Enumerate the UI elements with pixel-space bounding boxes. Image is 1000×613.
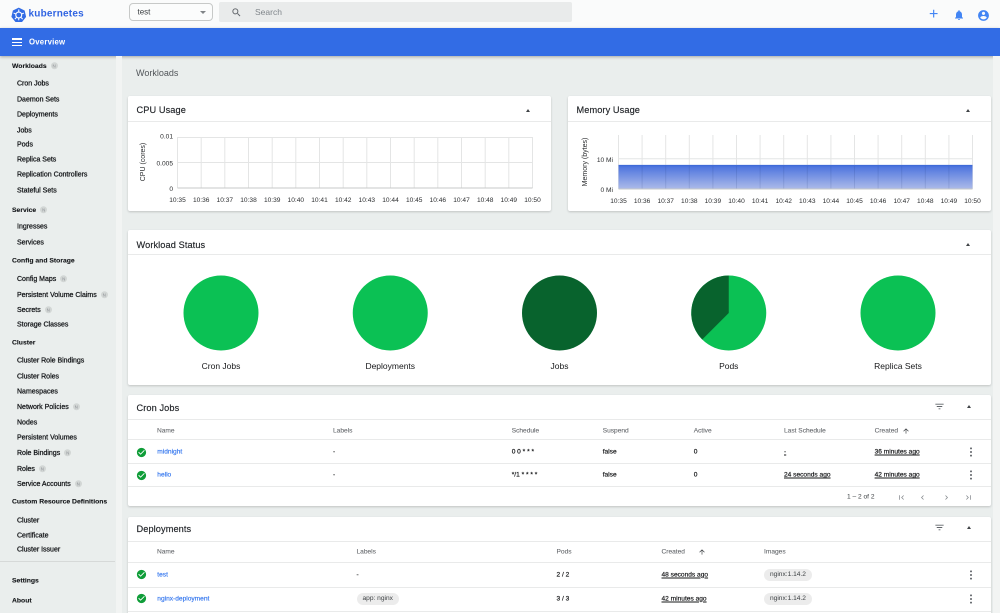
svg-text:0: 0 [169, 186, 173, 193]
svg-text:10:48: 10:48 [477, 197, 494, 204]
svg-text:10:40: 10:40 [288, 197, 305, 204]
svg-text:10:50: 10:50 [964, 198, 981, 205]
svg-text:Pods: Pods [719, 361, 738, 371]
svg-text:10:48: 10:48 [917, 198, 934, 205]
svg-text:10 Mi: 10 Mi [597, 157, 614, 164]
svg-text:10:35: 10:35 [169, 197, 186, 204]
svg-text:10:43: 10:43 [359, 197, 376, 204]
svg-text:10:44: 10:44 [823, 198, 840, 205]
svg-text:CPU (cores): CPU (cores) [140, 143, 147, 182]
svg-text:10:49: 10:49 [941, 198, 958, 205]
svg-text:Deployments: Deployments [365, 361, 415, 371]
svg-text:10:42: 10:42 [775, 198, 792, 205]
svg-text:0 Mi: 0 Mi [601, 187, 614, 194]
svg-text:10:46: 10:46 [870, 198, 887, 205]
svg-text:10:35: 10:35 [610, 198, 627, 205]
svg-text:Memory (bytes): Memory (bytes) [582, 138, 589, 187]
svg-text:0.005: 0.005 [156, 161, 173, 168]
svg-text:10:41: 10:41 [752, 198, 769, 205]
svg-text:Cron Jobs: Cron Jobs [202, 361, 241, 371]
svg-text:10:45: 10:45 [406, 197, 423, 204]
svg-text:10:50: 10:50 [524, 197, 541, 204]
svg-text:10:41: 10:41 [311, 197, 328, 204]
svg-text:10:45: 10:45 [846, 198, 863, 205]
svg-text:10:36: 10:36 [634, 198, 651, 205]
svg-text:Replica Sets: Replica Sets [874, 361, 922, 371]
svg-text:10:44: 10:44 [382, 197, 399, 204]
svg-text:10:36: 10:36 [193, 197, 210, 204]
svg-text:10:43: 10:43 [799, 198, 816, 205]
svg-text:10:47: 10:47 [453, 197, 470, 204]
svg-text:0.01: 0.01 [160, 134, 173, 141]
svg-text:10:42: 10:42 [335, 197, 352, 204]
svg-text:10:47: 10:47 [893, 198, 910, 205]
svg-text:10:37: 10:37 [217, 197, 234, 204]
svg-text:10:37: 10:37 [657, 198, 674, 205]
svg-text:10:40: 10:40 [728, 198, 745, 205]
svg-text:10:38: 10:38 [681, 198, 698, 205]
svg-text:10:46: 10:46 [430, 197, 447, 204]
svg-text:10:39: 10:39 [264, 197, 281, 204]
svg-text:10:39: 10:39 [705, 198, 722, 205]
svg-text:Jobs: Jobs [551, 361, 569, 371]
svg-text:10:49: 10:49 [501, 197, 518, 204]
svg-text:10:38: 10:38 [240, 197, 257, 204]
